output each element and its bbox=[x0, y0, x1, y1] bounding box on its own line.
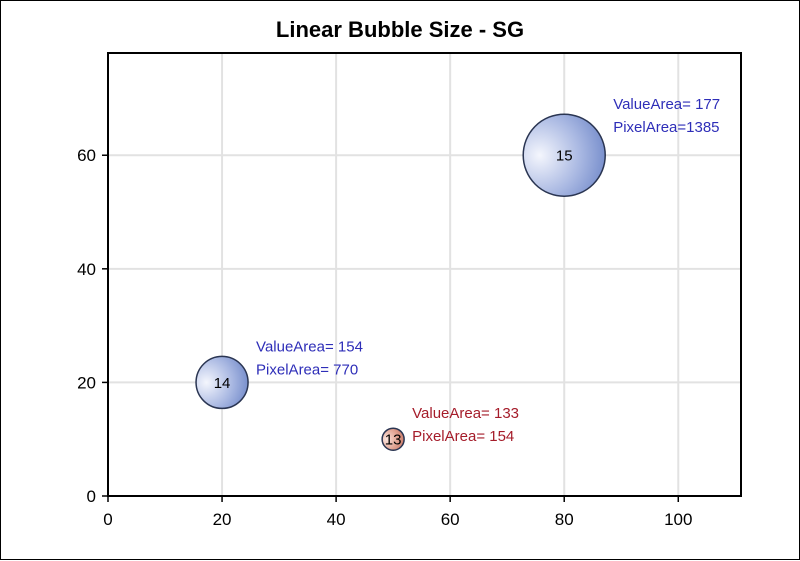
bubble-size-label: 14 bbox=[214, 375, 231, 392]
bubble bbox=[522, 113, 606, 197]
bubble bbox=[381, 427, 405, 451]
bubble-annotation: PixelArea= 770 bbox=[256, 361, 358, 378]
x-tick-label: 60 bbox=[441, 510, 460, 529]
bubble-annotation: ValueArea= 177 bbox=[613, 96, 720, 113]
bubble-annotation: ValueArea= 154 bbox=[256, 338, 363, 355]
x-tick-label: 100 bbox=[664, 510, 692, 529]
bubble bbox=[195, 355, 249, 410]
x-tick-label: 0 bbox=[103, 510, 112, 529]
y-tick-label: 0 bbox=[87, 487, 96, 506]
bubble-annotation: ValueArea= 133 bbox=[412, 405, 519, 422]
bubble-annotation: PixelArea= 154 bbox=[412, 428, 514, 445]
bubble-annotation: PixelArea=1385 bbox=[613, 119, 719, 136]
chart-title: Linear Bubble Size - SG bbox=[275, 17, 525, 42]
y-tick-label: 60 bbox=[77, 146, 96, 165]
y-tick-label: 20 bbox=[77, 373, 96, 392]
y-tick-label: 40 bbox=[77, 260, 96, 279]
x-tick-label: 20 bbox=[213, 510, 232, 529]
bubble-size-label: 13 bbox=[385, 432, 402, 449]
x-tick-label: 40 bbox=[327, 510, 346, 529]
plot-area-border bbox=[107, 52, 742, 497]
bubble-size-label: 15 bbox=[556, 148, 573, 165]
x-tick-label: 80 bbox=[555, 510, 574, 529]
